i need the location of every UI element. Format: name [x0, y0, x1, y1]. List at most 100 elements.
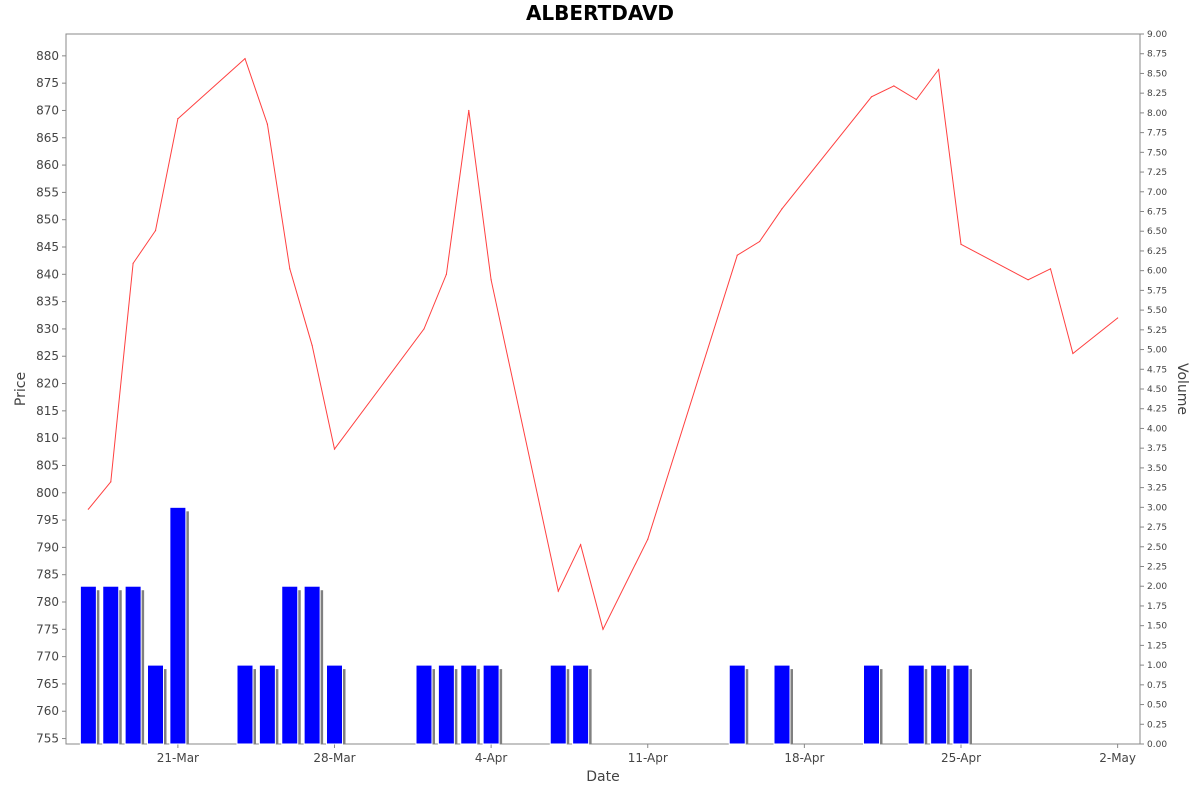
- y2-axis-title: Volume: [1174, 363, 1190, 415]
- y-tick-label: 835: [36, 295, 59, 309]
- y2-tick-label: 8.75: [1147, 50, 1167, 60]
- price-point: [580, 544, 582, 546]
- y2-tick-label: 2.25: [1147, 563, 1167, 573]
- y2-tick-label: 2.50: [1147, 543, 1167, 553]
- y2-tick-label: 2.75: [1147, 523, 1167, 533]
- y-tick-label: 875: [36, 76, 59, 90]
- volume-bar: [79, 585, 97, 745]
- y2-tick-label: 5.25: [1147, 326, 1167, 336]
- volume-bar: [258, 664, 276, 745]
- y-tick-label: 865: [36, 131, 59, 145]
- chart-title: ALBERTDAVD: [526, 1, 674, 25]
- y2-tick-label: 4.50: [1147, 385, 1167, 395]
- price-point: [557, 590, 559, 592]
- price-point: [244, 57, 246, 60]
- volume-bar: [437, 664, 455, 745]
- y2-tick-label: 3.75: [1147, 444, 1167, 454]
- volume-bar: [728, 664, 746, 745]
- y-tick-label: 815: [36, 404, 59, 418]
- volume-bar: [549, 664, 567, 745]
- volume-bar: [169, 506, 187, 745]
- volume-bar: [863, 664, 880, 745]
- y2-tick-label: 0.75: [1147, 681, 1167, 691]
- y-tick-label: 765: [36, 677, 59, 691]
- y-tick-label: 785: [36, 568, 59, 582]
- volume-bar: [303, 585, 321, 745]
- x-tick-label: 18-Apr: [784, 751, 824, 765]
- y2-tick-label: 3.00: [1147, 503, 1167, 513]
- y-tick-label: 805: [36, 458, 59, 472]
- price-point: [289, 268, 291, 270]
- price-point: [960, 243, 962, 245]
- y2-tick-label: 7.75: [1147, 129, 1167, 139]
- y2-tick-label: 3.25: [1147, 484, 1167, 494]
- price-point: [87, 508, 89, 510]
- volume-bar: [281, 585, 299, 745]
- y-tick-label: 755: [36, 732, 59, 746]
- y2-tick-label: 6.00: [1147, 267, 1167, 277]
- price-point: [423, 328, 425, 330]
- y2-tick-label: 5.75: [1147, 286, 1167, 296]
- y-tick-label: 820: [36, 377, 59, 391]
- x-axis-title: Date: [586, 769, 619, 785]
- price-point: [132, 262, 134, 264]
- y2-tick-label: 1.50: [1147, 622, 1167, 632]
- price-point: [1027, 279, 1029, 281]
- y2-tick-label: 1.25: [1147, 641, 1167, 651]
- y-tick-label: 860: [36, 158, 59, 172]
- price-point: [490, 279, 492, 281]
- price-point: [154, 230, 157, 232]
- volume-bar: [415, 664, 433, 745]
- price-point: [781, 208, 783, 210]
- price-point: [647, 538, 649, 540]
- y-axis-title: Price: [13, 372, 29, 406]
- price-point: [445, 273, 447, 275]
- y2-tick-label: 1.75: [1147, 602, 1167, 612]
- price-point: [1072, 352, 1074, 355]
- x-tick-label: 28-Mar: [313, 751, 355, 765]
- y-tick-label: 855: [36, 185, 59, 199]
- y-tick-label: 830: [36, 322, 59, 336]
- x-tick-label: 2-May: [1099, 751, 1136, 765]
- y2-tick-label: 2.00: [1147, 582, 1167, 592]
- price-point: [468, 109, 470, 112]
- price-point: [311, 344, 313, 346]
- right-axis: 0.00 0.25 0.50 0.75 1.00 1.25 1.50 1.75 2.00 2.25…: [1140, 30, 1167, 750]
- price-point: [1049, 268, 1052, 270]
- y2-tick-label: 0.50: [1147, 701, 1167, 711]
- volume-bar: [124, 585, 142, 745]
- price-point: [736, 254, 738, 256]
- y2-tick-label: 1.00: [1147, 661, 1167, 671]
- x-tick-label: 25-Apr: [941, 751, 981, 765]
- price-point: [1117, 317, 1119, 319]
- y-tick-label: 760: [36, 704, 59, 718]
- volume-bar: [952, 664, 970, 745]
- y2-tick-label: 4.00: [1147, 424, 1167, 434]
- volume-bar: [147, 664, 164, 745]
- y-tick-label: 870: [36, 103, 59, 117]
- x-axis: 21-Mar 28-Mar 4-Apr 11-Apr 18-Apr 25-Apr 2-May: [157, 744, 1136, 765]
- y-tick-label: 775: [36, 622, 59, 636]
- y2-tick-label: 8.25: [1147, 89, 1167, 99]
- left-axis: 755 760 765 770 775 780 785 790 795 800 805 810 815 8…: [36, 49, 66, 746]
- volume-bar: [773, 664, 791, 745]
- volume-bar: [326, 664, 343, 745]
- price-point: [915, 98, 917, 101]
- price-point: [938, 68, 940, 71]
- price-point: [870, 96, 873, 98]
- y2-tick-label: 0.00: [1147, 740, 1167, 750]
- y-tick-label: 770: [36, 650, 59, 664]
- y-tick-label: 780: [36, 595, 59, 609]
- y2-tick-label: 6.50: [1147, 227, 1167, 237]
- plot-area: [65, 33, 1141, 745]
- y2-tick-label: 9.00: [1147, 30, 1167, 40]
- y2-tick-label: 4.25: [1147, 405, 1167, 415]
- price-series-line: [88, 57, 1118, 631]
- x-tick-label: 21-Mar: [157, 751, 199, 765]
- y-tick-label: 795: [36, 513, 59, 527]
- x-tick-label: 4-Apr: [475, 751, 508, 765]
- y-tick-label: 840: [36, 267, 59, 281]
- y2-tick-label: 6.75: [1147, 208, 1167, 218]
- volume-bar: [930, 664, 948, 745]
- y2-tick-label: 6.25: [1147, 247, 1167, 257]
